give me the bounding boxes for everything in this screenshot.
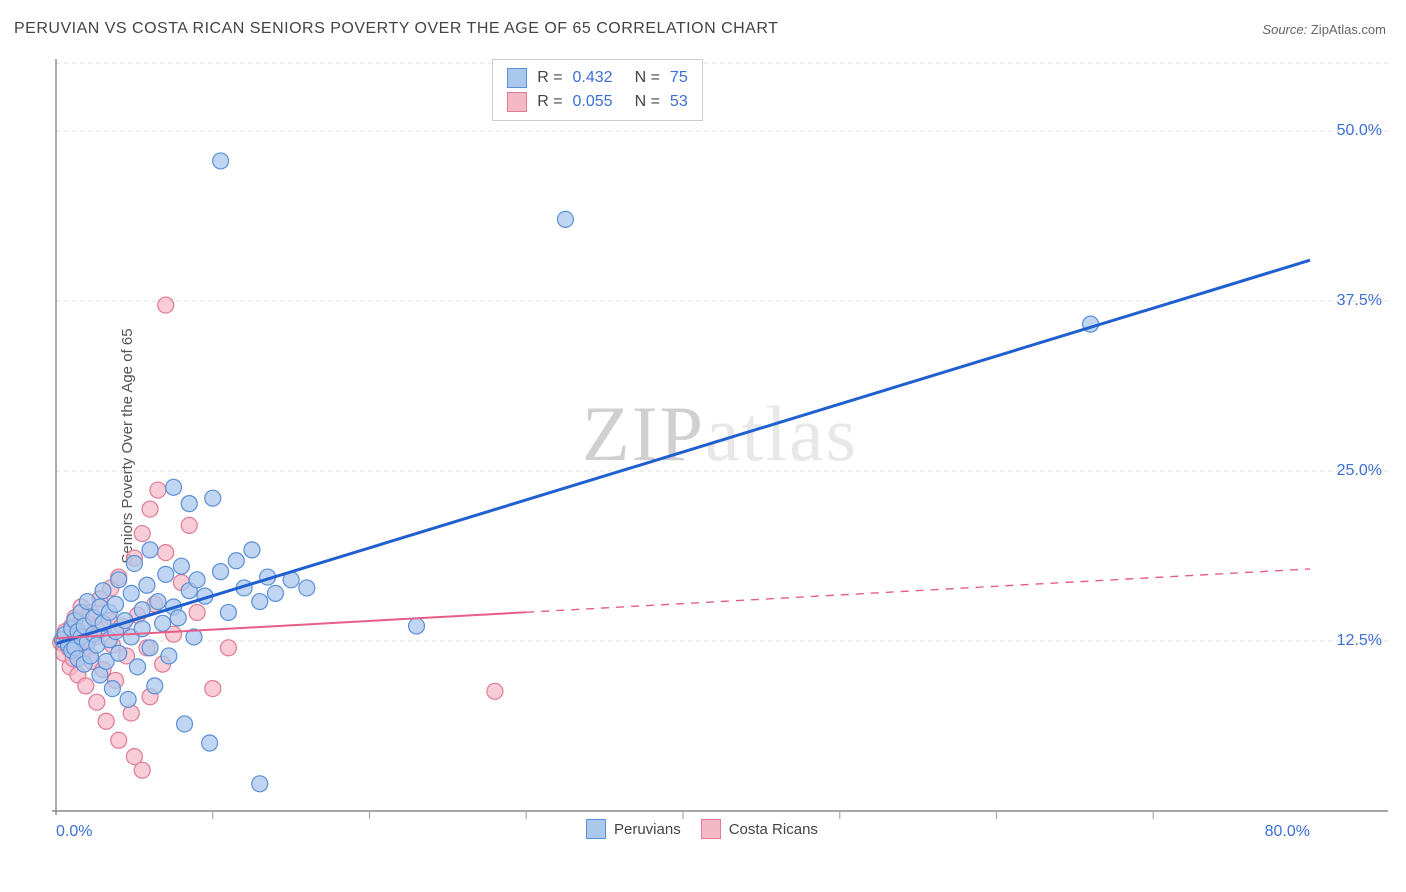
series-swatch <box>507 92 527 112</box>
chart-container: PERUVIAN VS COSTA RICAN SENIORS POVERTY … <box>0 0 1406 892</box>
r-label: R = <box>537 93 562 111</box>
n-label: N = <box>635 69 660 87</box>
source-value: ZipAtlas.com <box>1311 22 1386 37</box>
chart-title: PERUVIAN VS COSTA RICAN SENIORS POVERTY … <box>14 20 778 38</box>
source-attribution: Source: ZipAtlas.com <box>1262 22 1386 37</box>
legend-label: Costa Ricans <box>729 821 818 838</box>
series-swatch <box>507 68 527 88</box>
r-label: R = <box>537 69 562 87</box>
r-value: 0.055 <box>573 93 613 111</box>
y-tick-label: 37.5% <box>1337 292 1382 310</box>
n-label: N = <box>635 93 660 111</box>
n-value: 53 <box>670 93 688 111</box>
legend-label: Peruvians <box>614 821 681 838</box>
stats-row: R = 0.432 N = 75 <box>507 66 688 90</box>
y-tick-label: 25.0% <box>1337 462 1382 480</box>
source-label: Source: <box>1262 22 1307 37</box>
legend-item: Peruvians <box>586 819 681 839</box>
y-tick-label: 12.5% <box>1337 632 1382 650</box>
legend-item: Costa Ricans <box>701 819 818 839</box>
x-tick-label: 0.0% <box>56 823 92 841</box>
stats-legend-box: R = 0.432 N = 75 R = 0.055 N = 53 <box>492 59 703 121</box>
chart-svg <box>50 55 1390 845</box>
stats-row: R = 0.055 N = 53 <box>507 90 688 114</box>
y-tick-label: 50.0% <box>1337 122 1382 140</box>
n-value: 75 <box>670 69 688 87</box>
series-swatch <box>586 819 606 839</box>
r-value: 0.432 <box>573 69 613 87</box>
x-tick-label: 80.0% <box>1265 823 1310 841</box>
series-legend: Peruvians Costa Ricans <box>586 819 818 839</box>
chart-plot-area: ZIPatlas 12.5%25.0%37.5%50.0% 0.0%80.0% … <box>50 55 1390 845</box>
series-swatch <box>701 819 721 839</box>
